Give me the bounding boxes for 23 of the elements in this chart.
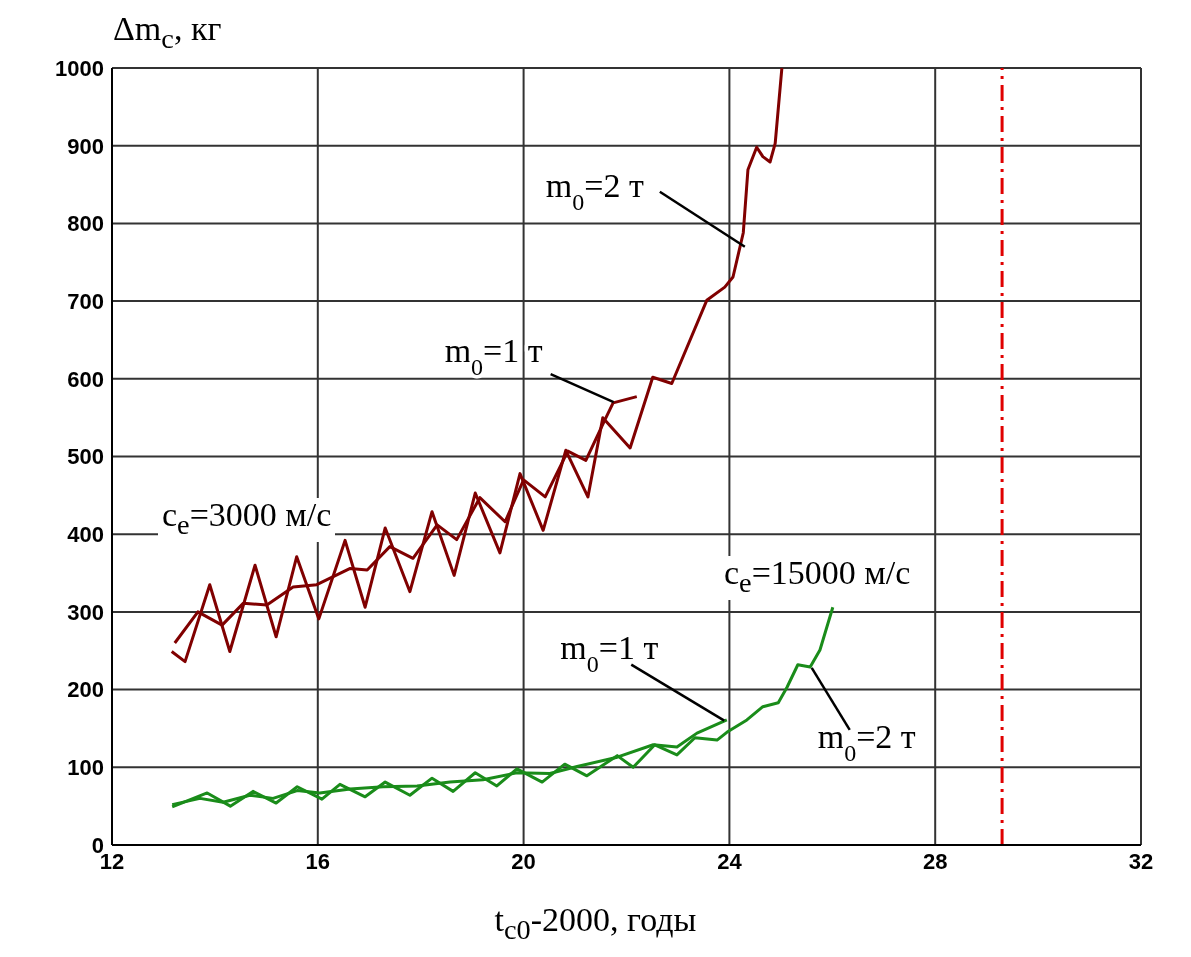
y-tick-label: 900	[67, 133, 104, 159]
y-tick-label: 200	[67, 677, 104, 703]
x-tick-label: 20	[511, 848, 536, 874]
annotation: m$_{0}$=1 т	[560, 628, 659, 677]
y-axis-title: Δm$_{c}$, кг	[113, 10, 222, 55]
annotation: m$_{0}$=1 т	[444, 332, 543, 381]
annotation: c$_{e}$=15000 м/с	[720, 554, 915, 600]
x-tick-label: 24	[717, 848, 743, 874]
y-tick-label: 400	[67, 522, 104, 548]
x-axis-title: t$_{c0}$-2000, годы	[493, 901, 698, 946]
y-tick-label: 800	[67, 211, 104, 237]
x-tick-label: 32	[1128, 848, 1154, 874]
annotation: m$_{0}$=2 т	[545, 166, 644, 215]
x-tick-label: 28	[922, 848, 948, 874]
annotation: c$_{e}$=3000 м/с	[158, 496, 336, 542]
y-tick-label: 1000	[55, 55, 104, 81]
y-tick-label: 500	[67, 444, 104, 470]
x-tick-label: 16	[305, 848, 331, 874]
y-tick-label: 700	[67, 288, 104, 314]
annotation: m$_{0}$=2 т	[817, 717, 916, 766]
y-tick-label: 600	[67, 366, 104, 392]
y-tick-label: 300	[67, 599, 104, 625]
y-tick-label: 100	[67, 755, 104, 781]
